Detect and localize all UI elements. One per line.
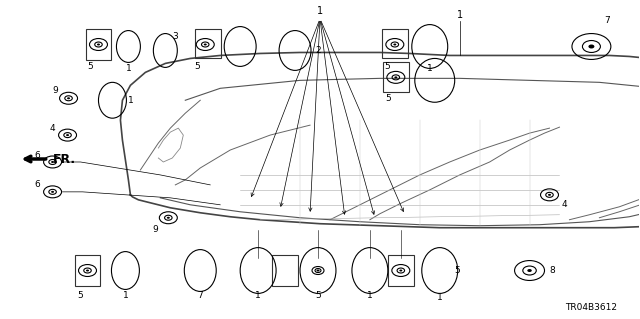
Text: 5: 5 [195, 62, 200, 71]
Text: 5: 5 [88, 62, 93, 71]
Ellipse shape [317, 270, 319, 271]
Ellipse shape [67, 97, 70, 99]
Ellipse shape [588, 45, 595, 48]
Text: 5: 5 [385, 94, 391, 103]
Text: 2: 2 [315, 46, 321, 55]
Ellipse shape [394, 76, 397, 78]
Polygon shape [120, 52, 640, 228]
Text: FR.: FR. [52, 152, 76, 166]
Text: 9: 9 [152, 225, 158, 234]
Text: 4: 4 [50, 124, 56, 133]
Text: 7: 7 [197, 291, 203, 300]
Ellipse shape [527, 269, 532, 272]
Text: 4: 4 [562, 200, 567, 209]
Text: 1: 1 [317, 6, 323, 16]
Bar [272, 255, 298, 286]
Ellipse shape [167, 217, 170, 219]
Text: 8: 8 [550, 266, 556, 275]
Ellipse shape [204, 43, 207, 46]
Bar [388, 255, 414, 286]
Bar [74, 255, 100, 286]
Text: 1: 1 [427, 64, 433, 73]
Text: 6: 6 [35, 151, 40, 160]
Text: 5: 5 [315, 291, 321, 300]
Ellipse shape [97, 43, 100, 46]
Ellipse shape [548, 194, 551, 196]
Text: 3: 3 [172, 32, 178, 41]
Text: 5: 5 [77, 291, 83, 300]
Ellipse shape [399, 270, 403, 271]
Bar [382, 29, 408, 58]
Ellipse shape [394, 43, 396, 46]
Text: 6: 6 [35, 180, 40, 189]
Text: TR04B3612: TR04B3612 [565, 303, 618, 312]
Text: 1: 1 [122, 291, 128, 300]
Text: 1: 1 [127, 96, 133, 105]
Text: 5: 5 [384, 62, 390, 71]
Ellipse shape [51, 161, 54, 163]
Bar [195, 29, 221, 58]
Text: 1: 1 [367, 291, 372, 300]
Text: 1: 1 [255, 291, 261, 300]
Text: 1: 1 [456, 10, 463, 20]
Text: 1: 1 [437, 293, 443, 302]
Text: 1: 1 [125, 64, 131, 73]
Ellipse shape [51, 191, 54, 193]
Ellipse shape [86, 270, 89, 271]
Ellipse shape [66, 134, 69, 136]
Text: 5: 5 [454, 266, 460, 275]
Text: 7: 7 [605, 16, 611, 25]
Bar [383, 63, 409, 92]
Bar [86, 29, 111, 60]
Text: 9: 9 [52, 86, 58, 95]
